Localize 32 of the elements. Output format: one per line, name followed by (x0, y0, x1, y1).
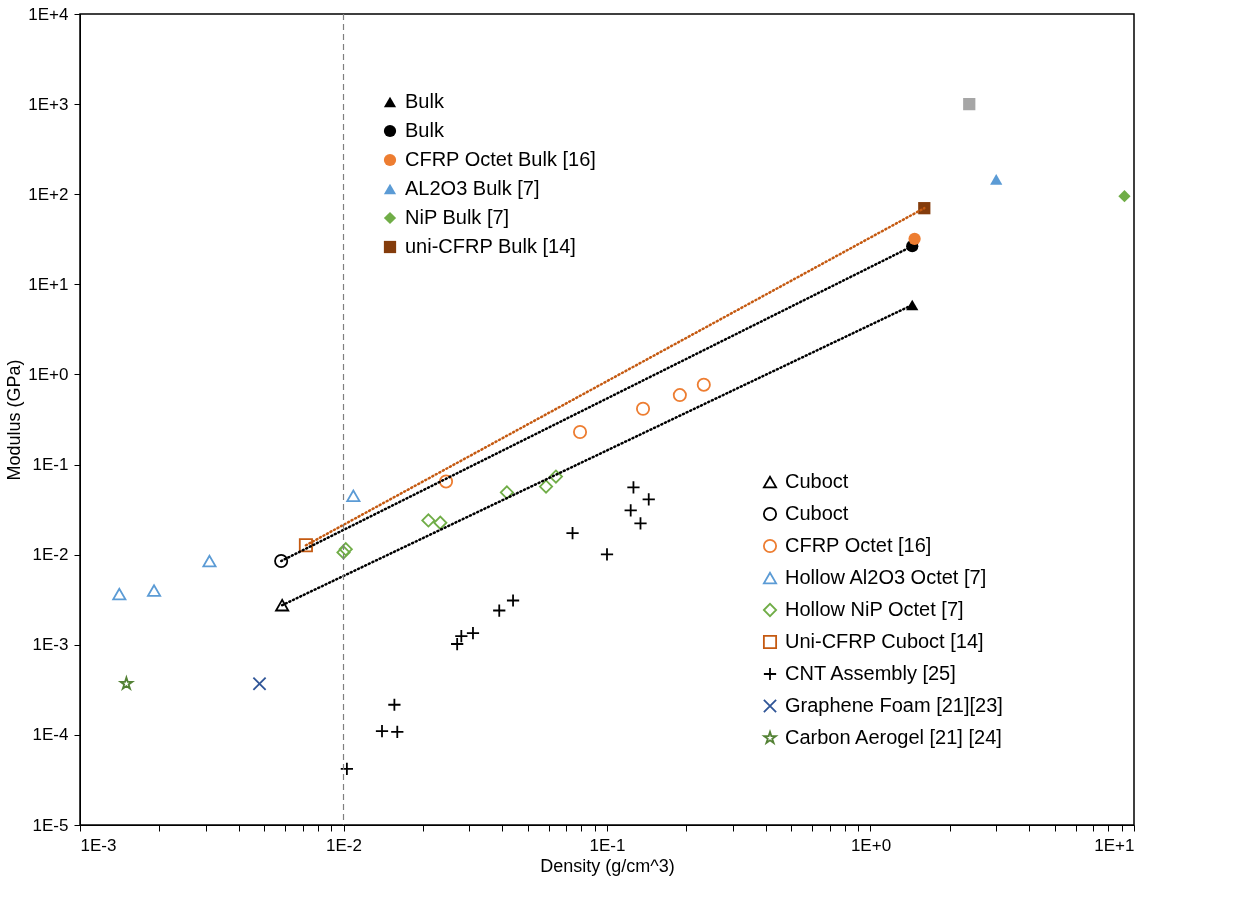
y-tick-label: 1E-2 (32, 545, 69, 565)
y-tick-label: 1E+3 (28, 94, 69, 114)
y-tick-label: 1E+0 (28, 364, 69, 384)
legend-label: CFRP Octet [16] (785, 534, 932, 556)
y-tick-label: 1E+1 (28, 274, 69, 294)
x-tick-label: 1E+1 (1094, 835, 1135, 855)
y-tick-label: 1E+4 (28, 4, 69, 24)
y-tick-label: 1E-1 (32, 455, 69, 475)
legend-label: Bulk (405, 119, 445, 141)
x-tick-label: 1E-2 (326, 835, 362, 855)
y-axis-title: Modulus (GPa) (4, 359, 25, 481)
y-tick-label: 1E-4 (32, 725, 69, 745)
y-tick-label: 1E-5 (32, 815, 69, 835)
legend-label: Graphene Foam [21][23] (785, 694, 1003, 716)
legend-label: AL2O3 Bulk [7] (405, 177, 540, 199)
legend-label: Carbon Aerogel [21] [24] (785, 726, 1002, 748)
y-tick-label: 1E+2 (28, 184, 69, 204)
x-axis-title: Density (g/cm^3) (540, 855, 675, 876)
y-tick-label: 1E-3 (32, 635, 69, 655)
legend-label: Hollow Al2O3 Octet [7] (785, 566, 987, 588)
legend-label: Cuboct (785, 502, 849, 524)
legend-label: NiP Bulk [7] (405, 206, 510, 228)
x-tick-label: 1E-3 (80, 835, 117, 855)
legend-label: Cuboct (785, 470, 849, 492)
x-tick-label: 1E-1 (589, 835, 626, 855)
legend-label: uni-CFRP Bulk [14] (405, 235, 576, 257)
legend-label: Bulk (405, 90, 445, 112)
x-tick-label: 1E+0 (850, 835, 892, 855)
legend-label: CNT Assembly [25] (785, 662, 956, 684)
legend-label: Hollow NiP Octet [7] (785, 598, 964, 620)
legend-label: CFRP Octet Bulk [16] (405, 148, 596, 170)
legend-label: Uni-CFRP Cuboct [14] (785, 630, 984, 652)
